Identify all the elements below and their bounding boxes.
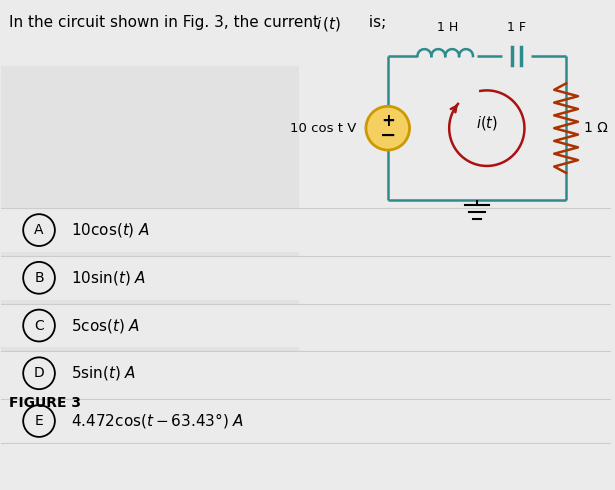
Text: FIGURE 3: FIGURE 3	[9, 396, 81, 410]
Text: C: C	[34, 318, 44, 333]
Bar	[1, 256, 611, 300]
Text: E: E	[34, 414, 44, 428]
Text: $i(t)$: $i(t)$	[476, 114, 498, 132]
Text: A: A	[34, 223, 44, 237]
Text: B: B	[34, 271, 44, 285]
Text: In the circuit shown in Fig. 3, the current: In the circuit shown in Fig. 3, the curr…	[9, 15, 324, 30]
Text: $10\cos(t)\;A$: $10\cos(t)\;A$	[71, 221, 149, 239]
Text: −: −	[379, 125, 396, 145]
Text: 1 F: 1 F	[507, 21, 526, 34]
Text: +: +	[381, 112, 395, 130]
Text: $4.472\cos(t-63.43°)\;A$: $4.472\cos(t-63.43°)\;A$	[71, 412, 244, 431]
Text: $i\,(t)$: $i\,(t)$	[317, 15, 342, 33]
Text: is;: is;	[364, 15, 386, 30]
Text: $5\sin(t)\;A$: $5\sin(t)\;A$	[71, 364, 136, 382]
Text: 10 cos t V: 10 cos t V	[290, 122, 356, 135]
Text: D: D	[34, 366, 44, 380]
Bar	[1, 304, 611, 347]
Bar	[1, 399, 611, 443]
Text: $5\cos(t)\;A$: $5\cos(t)\;A$	[71, 317, 140, 335]
Bar	[1, 208, 611, 252]
Text: 1 H: 1 H	[437, 21, 458, 34]
Bar	[1, 66, 299, 394]
Text: 1 Ω: 1 Ω	[584, 121, 608, 135]
Circle shape	[366, 106, 410, 150]
Text: $10\sin(t)\;A$: $10\sin(t)\;A$	[71, 269, 145, 287]
Bar	[1, 351, 611, 395]
